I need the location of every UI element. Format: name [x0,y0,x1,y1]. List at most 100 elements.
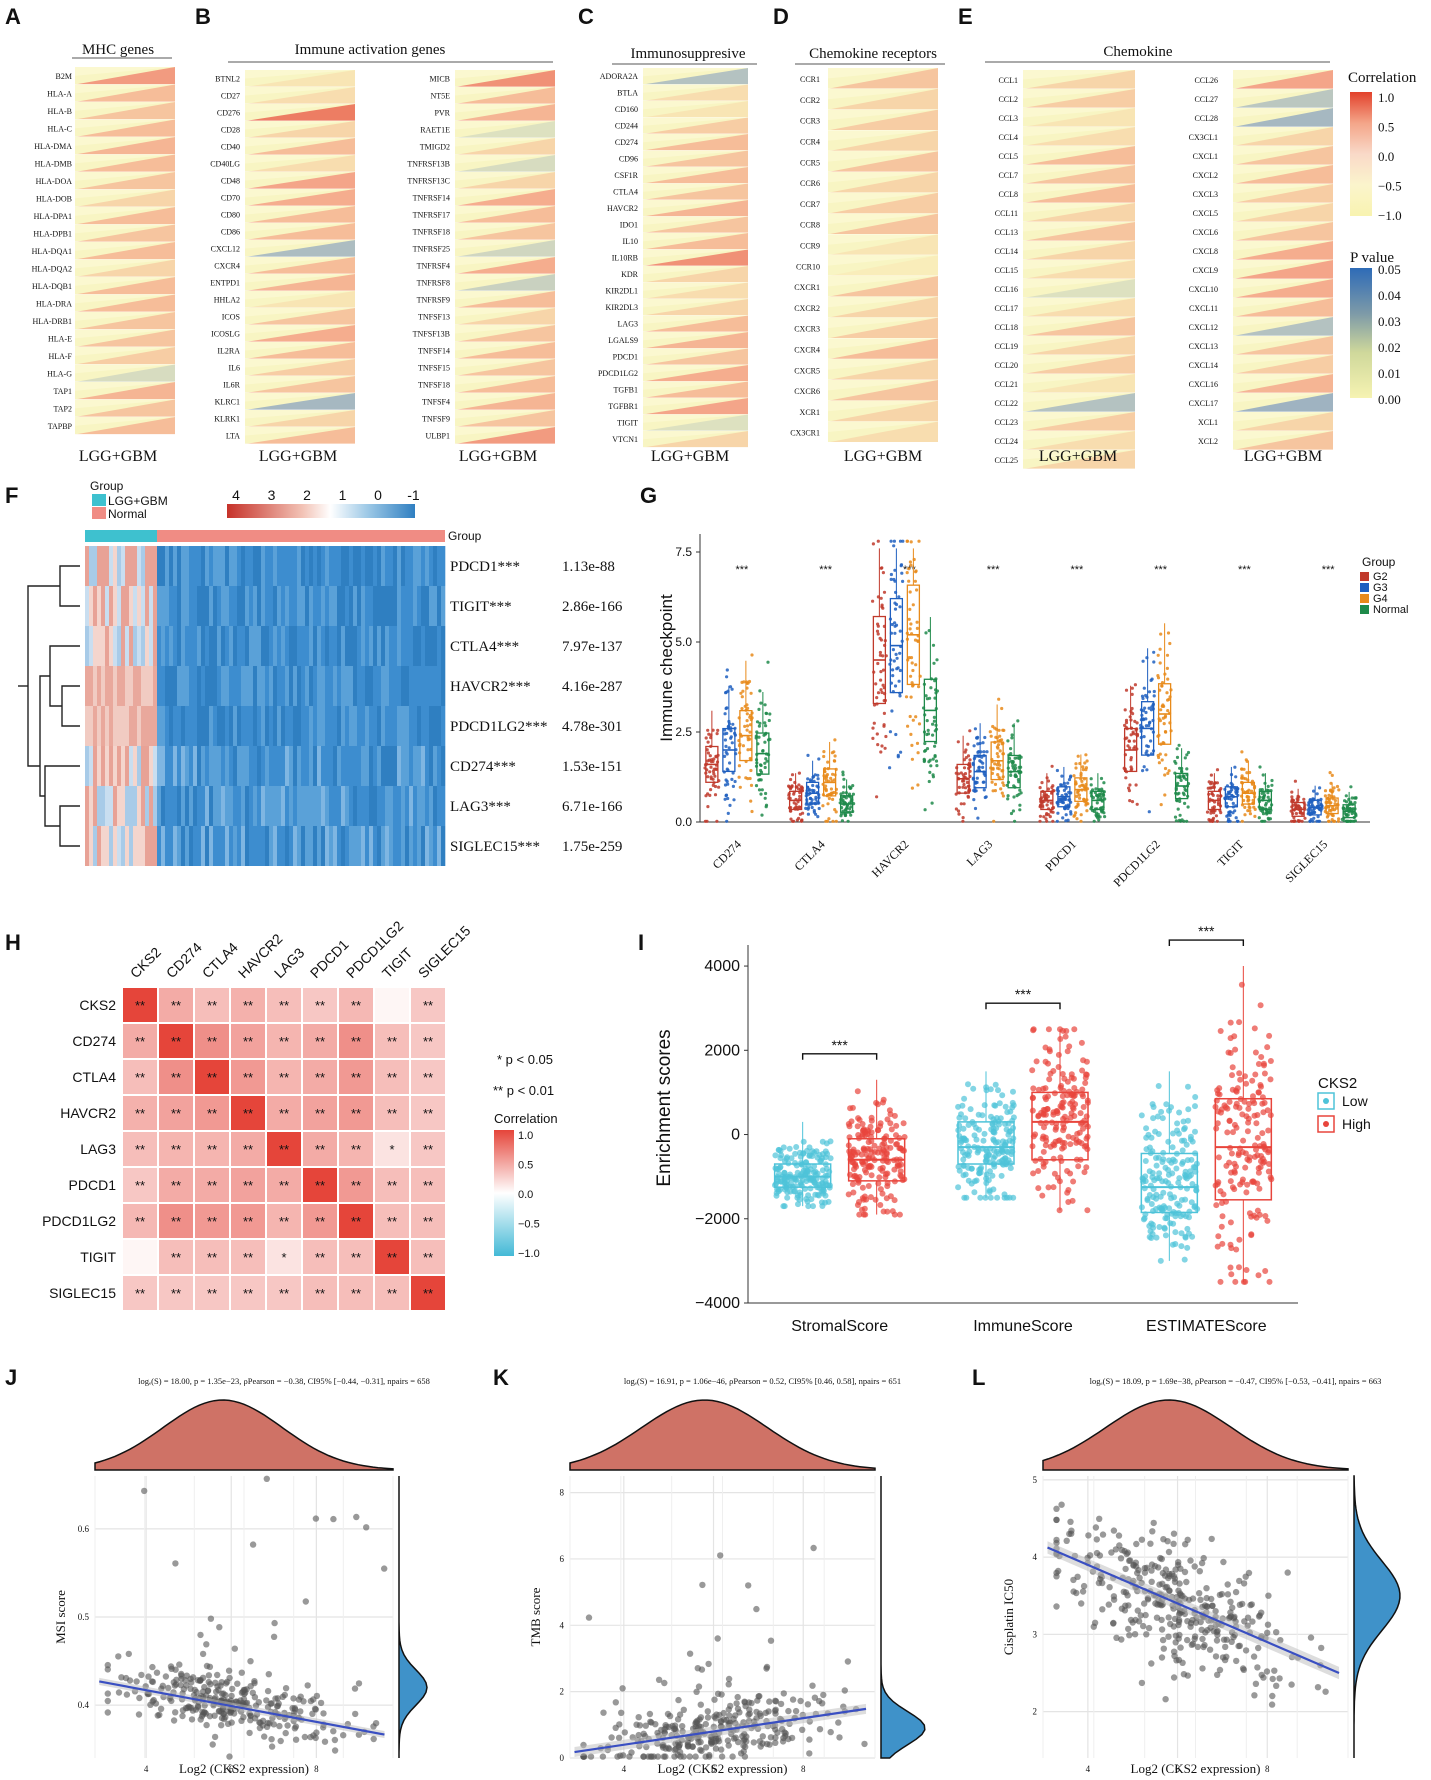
data-point [986,1187,993,1194]
heatmap-cell [429,826,434,866]
data-point [908,590,912,594]
data-point [1270,783,1274,787]
data-point [976,742,980,746]
heatmap-cell [101,626,106,666]
heatmap-cell [429,746,434,786]
data-point [213,1688,220,1695]
heat-wedge [455,172,555,189]
data-point [800,786,804,790]
heat-wedge [455,87,555,104]
data-point [1044,817,1048,821]
corr-stars: ** [423,1178,433,1193]
stats-caption: logₑ(S) = 18.00, p = 1.35e−23, ρPearson … [138,1376,430,1386]
data-point [1145,768,1149,772]
data-point [929,686,933,690]
heatmap-cell [213,586,218,626]
data-point [824,784,828,788]
heatmap-cell [141,746,146,786]
gene-label: HLA-F [48,352,72,361]
corr-stars: ** [315,1250,325,1265]
heat-wedge-top [75,277,175,286]
heatmap-cell [329,626,334,666]
heat-wedge [643,414,748,431]
scale-bar [227,504,415,518]
heatmap-cell [277,746,282,786]
gene-label: CXCL12 [1189,323,1218,332]
data-point [738,785,742,789]
data-point [916,751,920,755]
heatmap-cell [213,706,218,746]
gene-label: CTLA4*** [450,639,519,655]
data-point [1039,1135,1046,1142]
heatmap-cell [409,826,414,866]
p-value: 4.16e-287 [562,679,623,695]
heatmap-cell [137,746,142,786]
data-point [737,775,741,779]
heat-wedge-top [828,213,938,224]
heat-wedge-top [455,376,555,385]
data-point [1161,741,1165,745]
gene-label: CD27 [221,92,240,101]
data-point [898,694,902,698]
gene-label: IL10RB [612,254,638,263]
data-point [1219,1213,1226,1220]
data-point [1255,1061,1262,1067]
data-point [1066,803,1070,807]
data-point [1030,1085,1037,1092]
heatmap-cell [313,586,318,626]
data-point [1191,1204,1198,1210]
data-point [1082,797,1086,801]
data-point [816,773,820,777]
heatmap-cell [301,586,306,626]
data-point [1059,1071,1066,1077]
heatmap-cell [381,786,386,826]
data-point [1186,805,1190,809]
data-point [758,689,762,693]
corr-stars: ** [351,1070,361,1085]
heatmap-cell [149,746,154,786]
panel-c: CImmunosuppresiveADORA2ABTLACD160CD244CD… [578,4,757,465]
corr-stars: ** [207,1070,217,1085]
heatmap-cell [177,706,182,746]
data-point [1173,759,1177,764]
p-value: 7.97e-137 [562,639,623,655]
corr-stars: ** [207,1286,217,1301]
heatmap-cell [161,706,166,746]
data-point [706,740,710,744]
heatmap-cell [141,786,146,826]
data-point [1227,1219,1234,1226]
heat-wedge [1233,127,1333,146]
heatmap-cell [97,626,102,666]
data-point [1267,1076,1274,1083]
heatmap-cell [205,746,210,786]
data-point [897,595,901,599]
heat-wedge-top [455,121,555,130]
data-point [1214,1243,1221,1250]
heatmap-cell [361,706,366,746]
data-point [1296,804,1300,808]
data-point [291,1725,299,1732]
data-point [880,744,884,748]
gene-label: IDO1 [620,221,638,230]
corr-stars: ** [171,1106,181,1121]
heatmap-cell [181,666,186,706]
heatmap-cell [173,666,178,706]
heat-wedge [828,234,938,256]
data-point [895,656,899,660]
heatmap-cell [317,746,322,786]
data-point [898,668,903,673]
heatmap-cell [149,586,154,626]
data-point [813,773,817,777]
data-point [880,1099,886,1106]
data-point [1058,1158,1065,1164]
heatmap-cell [201,746,206,786]
data-point [1127,789,1131,793]
data-point [827,817,831,821]
heatmap-cell [165,586,170,626]
heatmap-cell [365,826,370,866]
data-point [729,729,733,733]
heatmap-cell [337,546,342,586]
data-point [996,1100,1003,1107]
